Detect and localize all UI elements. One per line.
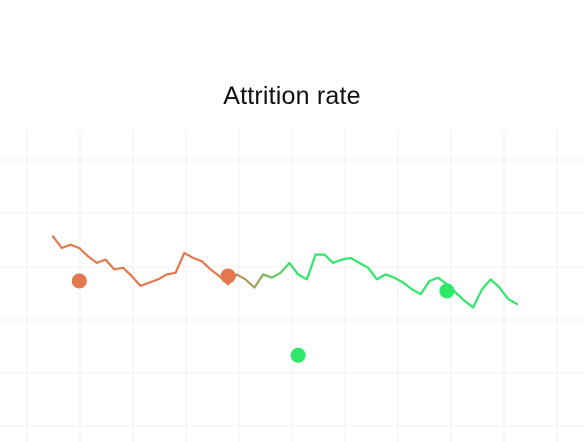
data-point-marker (220, 268, 236, 284)
markers (71, 268, 455, 363)
data-point-marker (290, 347, 306, 363)
series-line (51, 235, 519, 309)
data-point-marker (439, 283, 455, 299)
data-point-marker (71, 273, 87, 289)
chart-title: Attrition rate (223, 82, 361, 110)
